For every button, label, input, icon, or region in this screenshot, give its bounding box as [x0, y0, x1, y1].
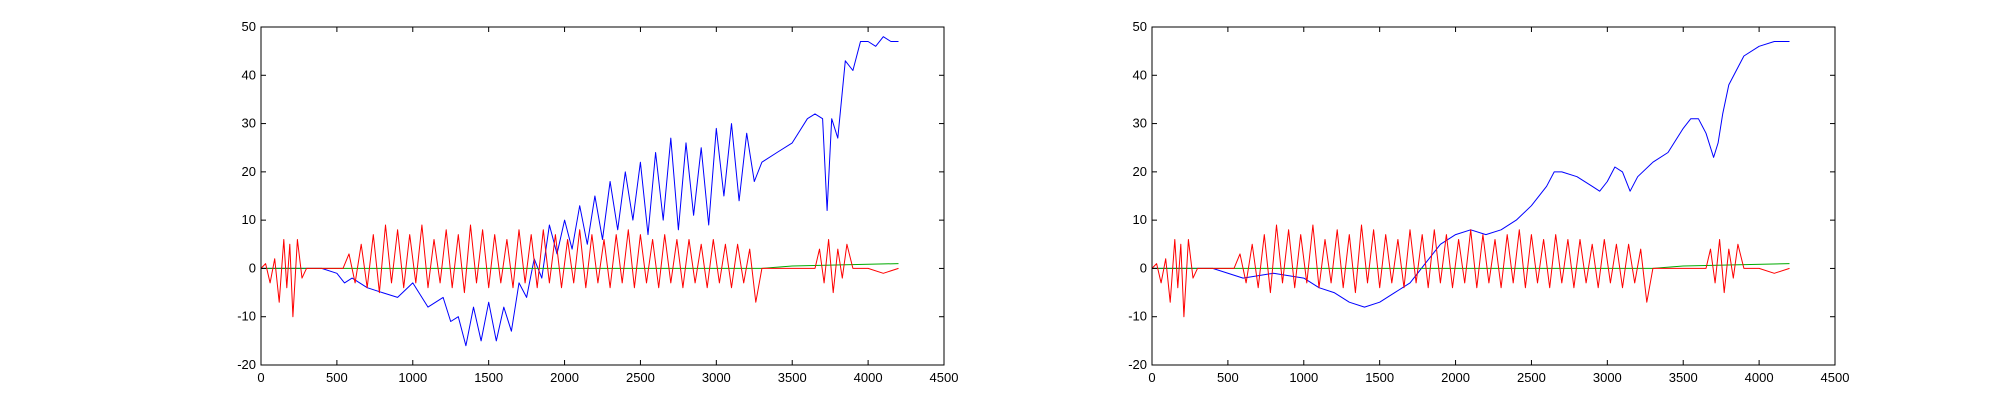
x-tick-label: 1500 [1365, 370, 1394, 385]
x-tick-label: 3500 [778, 370, 807, 385]
y-tick-label: -20 [1128, 357, 1147, 372]
y-tick-label: 10 [1133, 212, 1147, 227]
x-tick-label: 1000 [398, 370, 427, 385]
x-tick-label: 2500 [1517, 370, 1546, 385]
series-line-3 [1152, 224, 1790, 318]
x-tick-label: 2000 [550, 370, 579, 385]
x-tick-label: 4500 [1821, 370, 1850, 385]
x-tick-label: 3500 [1669, 370, 1698, 385]
series-line-1 [261, 36, 899, 347]
series-group [261, 36, 899, 347]
plot-area [261, 27, 944, 365]
chart-panel-2: 0 500 1000 1500 2000 2500 3000 3500 4000 4500-20-… [1128, 19, 1849, 385]
y-tick-label: -20 [237, 357, 256, 372]
y-tick-label: 0 [249, 260, 256, 275]
series-line-2 [261, 263, 899, 269]
plot-area [1152, 27, 1835, 365]
series-line-3 [261, 224, 899, 318]
y-tick-label: 20 [242, 164, 256, 179]
x-tick-label: 0 [257, 370, 264, 385]
series-line-2 [1152, 263, 1790, 269]
x-tick-label: 0 [1148, 370, 1155, 385]
series-line-1 [1152, 41, 1790, 308]
y-tick-label: 40 [242, 67, 256, 82]
x-tick-label: 4000 [854, 370, 883, 385]
x-tick-label: 1500 [474, 370, 503, 385]
y-tick-label: -10 [237, 309, 256, 324]
x-tick-label: 500 [1217, 370, 1239, 385]
y-tick-label: 50 [242, 19, 256, 34]
x-tick-label: 3000 [702, 370, 731, 385]
x-tick-label: 2500 [626, 370, 655, 385]
series-group [1152, 41, 1790, 318]
y-tick-label: 20 [1133, 164, 1147, 179]
y-tick-label: 0 [1140, 260, 1147, 275]
chart-panel-1: 0 500 1000 1500 2000 2500 3000 3500 4000 4500-20-… [237, 19, 958, 385]
y-tick-label: -10 [1128, 309, 1147, 324]
x-tick-label: 4000 [1745, 370, 1774, 385]
y-tick-label: 30 [242, 116, 256, 131]
x-tick-label: 500 [326, 370, 348, 385]
y-tick-label: 40 [1133, 67, 1147, 82]
x-tick-label: 3000 [1593, 370, 1622, 385]
x-tick-label: 1000 [1289, 370, 1318, 385]
y-tick-label: 10 [242, 212, 256, 227]
plot-border [260, 26, 945, 366]
x-tick-label: 4500 [930, 370, 959, 385]
x-tick-label: 2000 [1441, 370, 1470, 385]
y-tick-label: 50 [1133, 19, 1147, 34]
y-tick-label: 30 [1133, 116, 1147, 131]
plot-border [1151, 26, 1836, 366]
